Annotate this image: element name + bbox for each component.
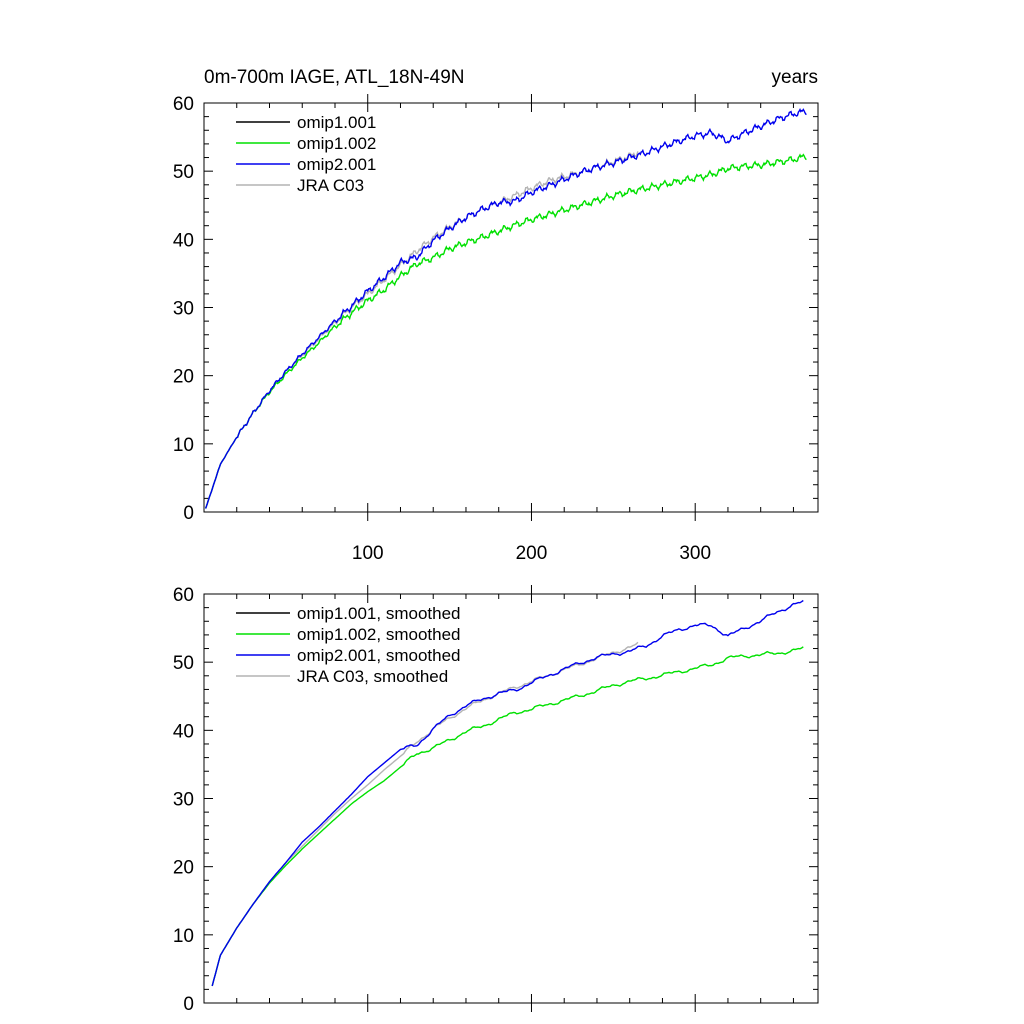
units-label: years xyxy=(772,67,818,88)
y-tick-label: 60 xyxy=(173,585,194,606)
top-chart-panel: 0 10 20 30 40 50 60 100 200 300 0m-700m IAGE, ATL_… xyxy=(173,67,819,564)
legend-label-jra-c03: JRA C03 xyxy=(297,176,364,195)
legend-label-omip1-002-smoothed: omip1.002, smoothed xyxy=(297,625,461,644)
y-tick-label: 40 xyxy=(173,230,194,251)
legend-label-omip1-001-smoothed: omip1.001, smoothed xyxy=(297,604,461,623)
series-line-omip1-002 xyxy=(204,153,807,509)
y-tick-label: 50 xyxy=(173,653,194,674)
x-tick-label: 200 xyxy=(516,543,548,564)
y-tick-label: 60 xyxy=(173,94,194,115)
y-tick-label: 10 xyxy=(173,435,194,456)
legend-label-jra-c03-smoothed: JRA C03, smoothed xyxy=(297,667,448,686)
y-tick-label: 10 xyxy=(173,926,194,947)
chart-title: 0m-700m IAGE, ATL_18N-49N xyxy=(204,67,464,88)
y-tick-label: 0 xyxy=(183,503,194,524)
y-tick-label: 40 xyxy=(173,721,194,742)
y-tick-label: 20 xyxy=(173,858,194,879)
bottom-chart-panel: 0 10 20 30 40 50 60 omip1.001, smoothed omip1.00… xyxy=(173,585,819,1015)
y-tick-label: 0 xyxy=(183,994,194,1015)
series-line-omip1-002-smoothed xyxy=(211,646,804,987)
series-line-omip2-001-smoothed xyxy=(211,599,804,987)
legend-label-omip2-001-smoothed: omip2.001, smoothed xyxy=(297,646,461,665)
legend-label-omip1-001: omip1.001 xyxy=(297,113,376,132)
x-tick-label: 100 xyxy=(352,543,384,564)
series-line-omip2-001 xyxy=(204,107,807,509)
y-tick-label: 20 xyxy=(173,367,194,388)
legend-label-omip2-001: omip2.001 xyxy=(297,155,376,174)
x-tick-label: 300 xyxy=(679,543,711,564)
y-tick-label: 50 xyxy=(173,162,194,183)
legend-label-omip1-002: omip1.002 xyxy=(297,134,376,153)
y-tick-label: 30 xyxy=(173,299,194,320)
series-line-jra-c03-smoothed xyxy=(211,641,639,987)
y-tick-label: 30 xyxy=(173,790,194,811)
